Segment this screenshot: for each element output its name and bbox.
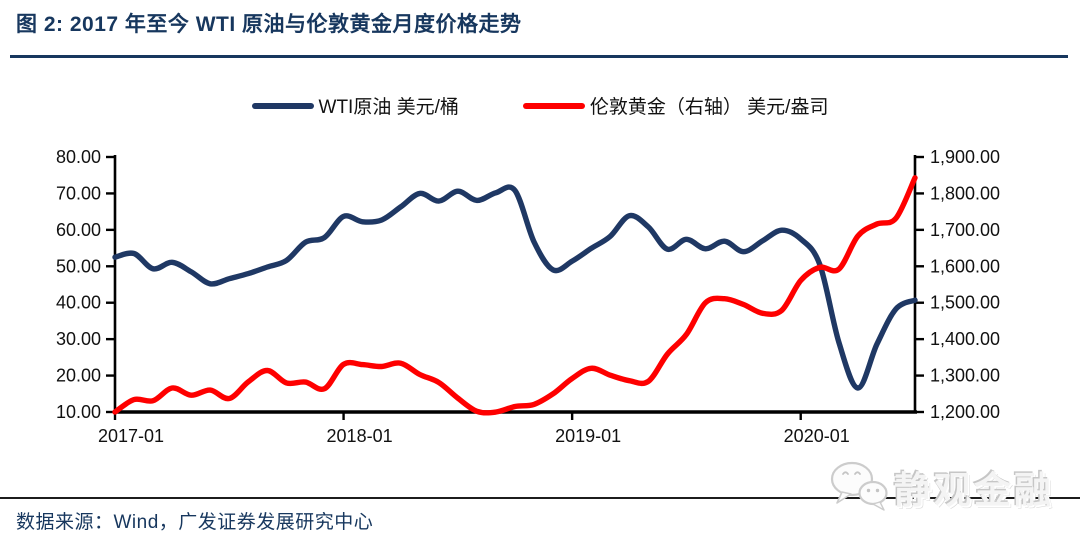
x-axis-tick-label: 2018-01 — [327, 426, 393, 446]
title-divider — [10, 55, 1068, 58]
wechat-icon — [830, 461, 888, 511]
y-axis-left-tick-label: 10.00 — [56, 402, 101, 422]
x-axis-tick-label: 2019-01 — [555, 426, 621, 446]
wti-series-line — [112, 184, 918, 391]
y-axis-right-tick-label: 1,400.00 — [930, 329, 1000, 349]
price-chart: 80.00 70.00 60.00 50.00 40.00 30.00 20.00 10.00… — [56, 147, 1000, 446]
y-axis-left-tick-label: 30.00 — [56, 329, 101, 349]
y-axis-left-tick-label: 60.00 — [56, 220, 101, 240]
footer-divider — [0, 497, 1080, 499]
legend-label-gold: 伦敦黄金（右轴） 美元/盎司 — [589, 97, 829, 118]
legend-item-wti: WTI原油 美元/桶 — [251, 92, 459, 119]
data-source: 数据来源：Wind，广发证券发展研究中心 — [16, 512, 374, 533]
y-axis-left-tick-label: 20.00 — [56, 366, 101, 386]
legend-label-wti: WTI原油 美元/桶 — [318, 97, 459, 118]
chart-legend: WTI原油 美元/桶 伦敦黄金（右轴） 美元/盎司 — [0, 92, 1080, 119]
legend-item-gold: 伦敦黄金（右轴） 美元/盎司 — [522, 92, 829, 119]
y-axis-left-tick-label: 50.00 — [56, 256, 101, 276]
y-axis-right-tick-label: 1,700.00 — [930, 220, 1000, 240]
figure-title: 图 2: 2017 年至今 WTI 原油与伦敦黄金月度价格走势 — [16, 13, 522, 36]
y-axis-left-tick-label: 70.00 — [56, 183, 101, 203]
y-axis-right-tick-label: 1,900.00 — [930, 147, 1000, 167]
watermark: 静观金融 — [828, 460, 1054, 514]
y-axis-right-tick-label: 1,200.00 — [930, 402, 1000, 422]
y-axis-right-tick-label: 1,800.00 — [930, 183, 1000, 203]
x-axis-tick-label: 2020-01 — [784, 426, 850, 446]
y-axis-left-tick-label: 80.00 — [56, 147, 101, 167]
gold-line-swatch — [522, 102, 585, 109]
y-axis-right-tick-label: 1,300.00 — [930, 366, 1000, 386]
y-axis-left-tick-label: 40.00 — [56, 293, 101, 313]
y-axis-right-tick-label: 1,500.00 — [930, 293, 1000, 313]
wti-line-swatch — [251, 102, 314, 109]
gold-series-line — [112, 175, 918, 416]
y-axis-right-tick-label: 1,600.00 — [930, 256, 1000, 276]
watermark-text: 静观金融 — [894, 470, 1054, 511]
x-axis-tick-label: 2017-01 — [98, 426, 164, 446]
